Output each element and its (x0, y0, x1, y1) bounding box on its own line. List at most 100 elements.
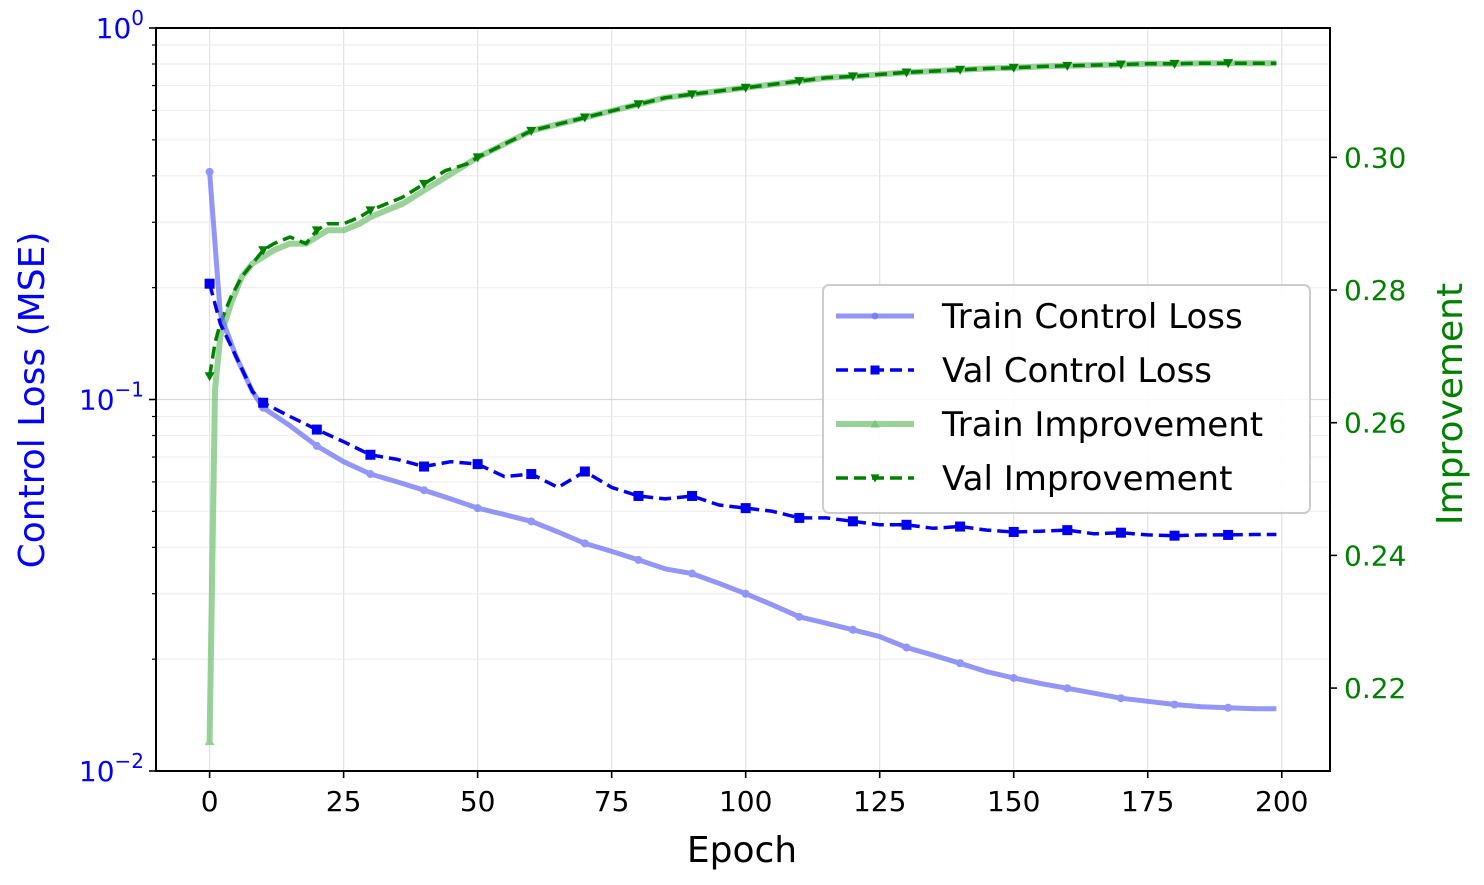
x-axis-title: Epoch (687, 830, 797, 871)
left-axis-ticks: 10−2 10−1 100 (79, 6, 156, 788)
val-improvement-line (207, 61, 1277, 377)
train-control-loss-marker (1009, 673, 1018, 682)
right-axis-ticks: 0.22 0.24 0.26 0.28 0.30 (1330, 141, 1406, 705)
legend-label: Train Control Loss (941, 297, 1243, 337)
legend-item-train-improvement: Train Improvement (836, 405, 1263, 445)
val-control-loss-marker (794, 512, 805, 523)
val-improvement-marker (526, 126, 537, 136)
legend-label: Val Improvement (942, 459, 1232, 499)
val-control-loss-marker (901, 519, 912, 530)
right-tick-label: 0.22 (1344, 672, 1406, 705)
val-control-loss-marker (1062, 525, 1073, 536)
val-control-loss-marker (847, 516, 858, 527)
legend-marker (870, 474, 880, 483)
train-control-loss-marker (205, 167, 214, 176)
val-improvement-marker (419, 179, 430, 189)
train-control-loss-marker (420, 486, 429, 495)
val-improvement-marker (258, 246, 269, 256)
x-tick-label: 125 (853, 785, 906, 818)
train-control-loss-marker (527, 517, 536, 526)
val-improvement-marker (794, 77, 805, 87)
x-tick-label: 25 (326, 785, 362, 818)
legend-box (822, 284, 1311, 514)
x-tick-label: 150 (987, 785, 1040, 818)
train-control-loss-marker (473, 504, 482, 513)
val-control-loss-marker (526, 469, 537, 480)
val-control-loss-marker (204, 278, 215, 289)
val-control-loss-marker (1008, 526, 1019, 537)
legend-marker (870, 419, 880, 428)
legend-item-train-control-loss: Train Control Loss (836, 297, 1243, 337)
train-control-loss-marker (1224, 703, 1233, 712)
val-improvement-marker (955, 65, 966, 75)
val-improvement-marker (847, 72, 858, 82)
legend-item-val-control-loss: Val Control Loss (836, 351, 1212, 391)
val-improvement-marker (1008, 63, 1019, 73)
val-improvement-marker (579, 113, 590, 123)
legend-item-val-improvement: Val Improvement (836, 459, 1232, 499)
val-control-loss-marker (1169, 530, 1180, 541)
right-tick-label: 0.30 (1344, 141, 1406, 174)
left-tick-label: 100 (96, 6, 144, 45)
val-control-loss-marker (258, 397, 269, 408)
val-improvement-marker (1062, 61, 1073, 71)
val-control-loss-line (207, 283, 1277, 538)
val-improvement-marker (365, 206, 376, 216)
val-control-loss-marker (472, 459, 483, 470)
train-improvement-marker (204, 736, 215, 746)
right-axis-title: Improvement (1430, 283, 1471, 525)
train-control-loss-marker (795, 612, 804, 621)
val-control-loss-marker (633, 490, 644, 501)
right-tick-label: 0.28 (1344, 274, 1406, 307)
val-improvement-marker (1169, 59, 1180, 69)
left-tick-label: 10−2 (79, 749, 144, 788)
legend-label: Train Improvement (941, 405, 1263, 445)
val-improvement-marker (901, 68, 912, 78)
val-control-loss-marker (1223, 529, 1234, 540)
val-improvement-marker (311, 226, 322, 236)
val-improvement-marker (633, 100, 644, 110)
legend-label: Val Control Loss (942, 351, 1212, 391)
train-control-loss-line (207, 171, 1277, 712)
val-control-loss-marker (1115, 527, 1126, 538)
val-control-loss-marker (311, 424, 322, 435)
train-control-loss-marker (688, 569, 697, 578)
legend-marker (870, 365, 880, 375)
x-axis-ticks: 0 25 50 75 100 125 150 175 200 (201, 771, 1308, 818)
series-val-improvement (204, 59, 1277, 382)
train-control-loss-marker (580, 539, 589, 548)
val-improvement-marker (740, 83, 751, 93)
val-control-loss-marker (955, 521, 966, 532)
train-control-loss-marker (366, 470, 375, 479)
train-control-loss-marker (1063, 684, 1072, 693)
train-control-loss-marker (956, 659, 965, 668)
x-tick-label: 0 (201, 785, 219, 818)
val-control-loss-marker (740, 503, 751, 514)
val-improvement-marker (204, 372, 215, 382)
x-tick-label: 75 (594, 785, 630, 818)
series-val-control-loss (204, 278, 1277, 541)
val-improvement-marker (1115, 60, 1126, 70)
val-control-loss-marker (419, 461, 430, 472)
series-lines (204, 59, 1277, 746)
train-control-loss-marker (741, 589, 750, 598)
train-control-loss-marker (312, 441, 321, 450)
x-tick-label: 175 (1121, 785, 1174, 818)
train-control-loss-marker (634, 555, 643, 564)
val-improvement-marker (687, 90, 698, 100)
val-control-loss-marker (687, 490, 698, 501)
right-tick-label: 0.26 (1344, 407, 1406, 440)
right-tick-label: 0.24 (1344, 539, 1406, 572)
train-control-loss-marker (902, 643, 911, 652)
val-improvement-marker (1223, 59, 1234, 69)
left-tick-label: 10−1 (79, 378, 144, 417)
train-control-loss-marker (1170, 700, 1179, 709)
legend: Train Control Loss Val Control Loss Train … (822, 284, 1311, 514)
x-tick-label: 100 (719, 785, 772, 818)
series-train-control-loss (205, 167, 1277, 712)
x-tick-label: 50 (460, 785, 496, 818)
left-axis-title: Control Loss (MSE) (12, 232, 53, 569)
val-improvement-marker (472, 153, 483, 163)
val-control-loss-marker (579, 466, 590, 477)
